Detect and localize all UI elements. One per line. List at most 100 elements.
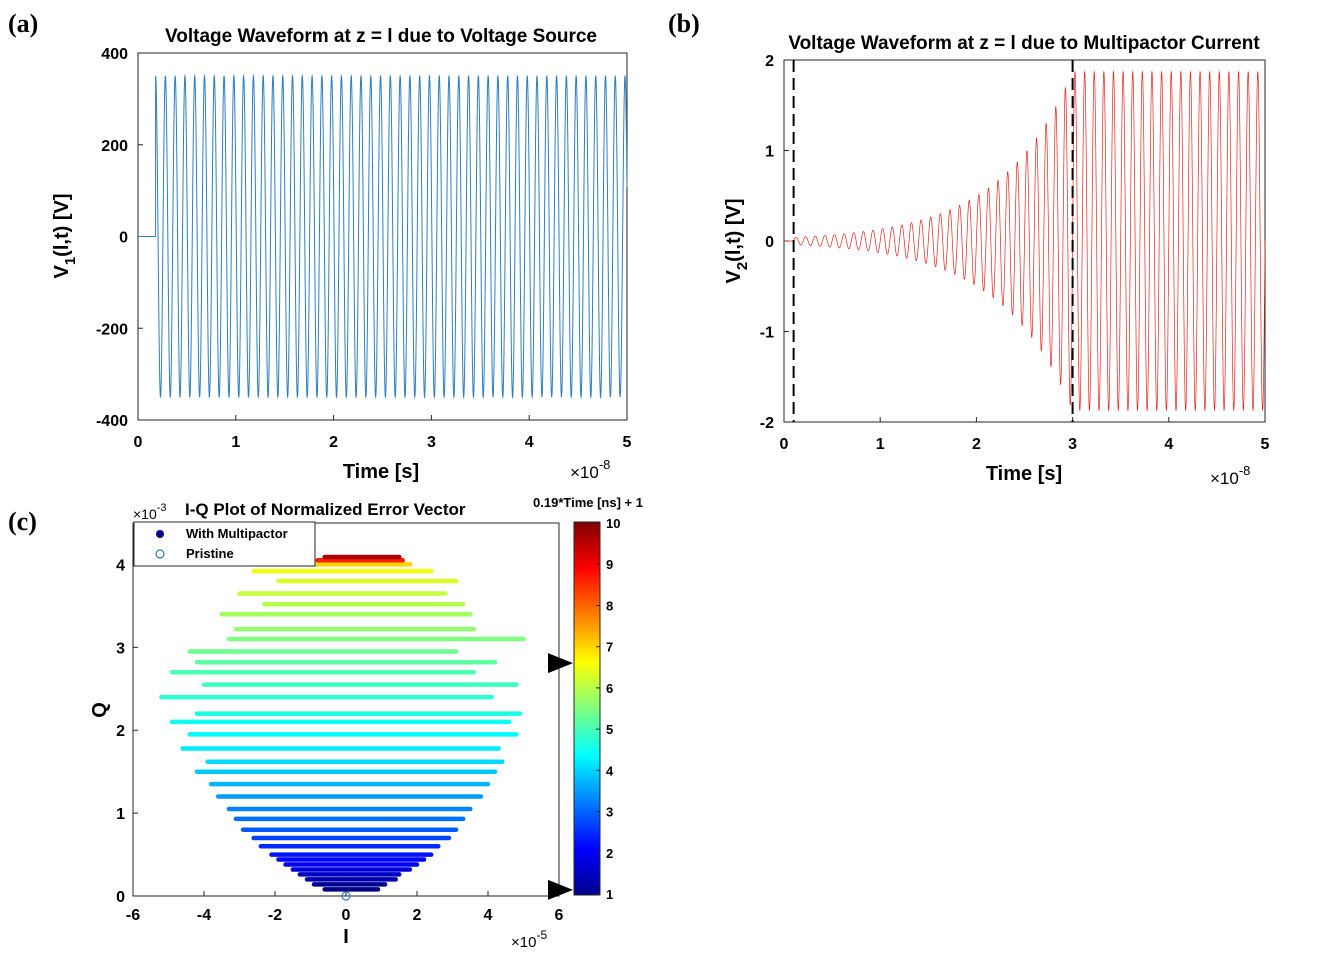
chart-a: Voltage Waveform at z = l due to Voltage… <box>51 26 632 483</box>
chart-b-ytick-1: -1 <box>760 325 774 342</box>
chart-b-xlabel: Time [s] <box>986 463 1062 485</box>
chart-c-xtick-2: -2 <box>268 907 282 924</box>
colorbar-tick-2: 3 <box>606 805 613 820</box>
chart-a-ylabel-rest: (l,t) [V] <box>51 194 73 257</box>
chart-c-plot-area <box>132 522 560 897</box>
chart-a-ytick-1: -200 <box>96 321 128 338</box>
chart-c-xlabel: I <box>343 926 349 948</box>
chart-c-scatter-traces <box>159 554 526 892</box>
chart-c-xtick-4: 2 <box>413 907 422 924</box>
chart-b-title: Voltage Waveform at z = l due to Multipa… <box>788 33 1260 54</box>
chart-a-ytick-0: -400 <box>96 413 128 430</box>
chart-b-ytick-2: 0 <box>765 234 774 251</box>
legend-label-with-multipactor: With Multipactor <box>186 526 288 541</box>
panel-label-b: (b) <box>668 9 700 38</box>
chart-b-ytick-3: 1 <box>765 144 774 161</box>
chart-b: Voltage Waveform at z = l due to Multipa… <box>723 33 1270 488</box>
chart-b-xtick-4: 4 <box>1164 436 1173 453</box>
chart-c-x-mult-base: ×10 <box>511 934 536 951</box>
chart-c: I-Q Plot of Normalized Error Vector ×10-… <box>89 495 643 951</box>
chart-c-ytick-0: 0 <box>116 889 125 906</box>
chart-a-ylabel-main: V <box>51 265 73 279</box>
chart-a-xtick-4: 4 <box>525 434 534 451</box>
colorbar-tick-labels: 1 2 3 4 5 6 7 8 9 10 <box>606 516 620 902</box>
chart-c-y-tick-labels: 0 1 2 3 4 <box>116 557 125 906</box>
chart-c-title: I-Q Plot of Normalized Error Vector <box>185 500 466 519</box>
chart-c-ylabel: Q <box>89 702 111 718</box>
chart-b-xtick-1: 1 <box>876 436 885 453</box>
chart-c-y-mult-exp: -3 <box>157 502 167 514</box>
chart-b-ylabel-main: V <box>723 270 745 284</box>
chart-b-xtick-3: 3 <box>1068 436 1077 453</box>
legend-label-pristine: Pristine <box>186 546 234 561</box>
chart-b-ylabel: V2(l,t) [V] <box>723 199 751 284</box>
chart-c-xtick-0: -6 <box>126 907 140 924</box>
panel-label-c: (c) <box>8 507 37 536</box>
chart-c-xtick-5: 4 <box>484 907 493 924</box>
colorbar-tick-1: 2 <box>606 846 613 861</box>
chart-c-xtick-6: 6 <box>555 907 564 924</box>
colorbar-tick-9: 10 <box>606 516 620 531</box>
chart-b-xtick-0: 0 <box>780 436 789 453</box>
chart-b-x-tick-labels: 0 1 2 3 4 5 <box>780 436 1270 453</box>
chart-b-xtick-2: 2 <box>972 436 981 453</box>
colorbar-tick-0: 1 <box>606 887 613 902</box>
colorbar-tick-8: 9 <box>606 557 613 572</box>
chart-a-ytick-2: 0 <box>119 230 128 247</box>
chart-b-ytick-0: -2 <box>760 415 774 432</box>
chart-c-x-multiplier: ×10-5 <box>511 928 547 951</box>
chart-b-x-multiplier: ×10-8 <box>1210 463 1250 488</box>
chart-a-x-multiplier: ×10-8 <box>570 457 610 482</box>
colorbar-title: 0.19*Time [ns] + 1 <box>533 495 643 510</box>
legend-marker-with-multipactor <box>156 530 164 538</box>
chart-a-xlabel: Time [s] <box>343 461 419 483</box>
chart-c-x-tick-labels: -6 -4 -2 0 2 4 6 <box>126 907 564 924</box>
chart-a-y-tick-labels: -400 -200 0 200 400 <box>96 46 128 430</box>
chart-c-xtick-1: -4 <box>197 907 211 924</box>
chart-c-x-mult-exp: -5 <box>536 928 547 942</box>
chart-a-ylabel-sub: 1 <box>62 257 79 265</box>
chart-c-ytick-1: 1 <box>116 806 125 823</box>
chart-a-ylabel: V1(l,t) [V] <box>51 194 79 279</box>
chart-c-y-mult-base: ×10 <box>133 506 157 522</box>
chart-c-ytick-4: 4 <box>116 557 125 574</box>
colorbar-tick-3: 4 <box>606 763 614 778</box>
chart-a-xtick-2: 2 <box>329 434 338 451</box>
chart-a-x-mult-exp: -8 <box>599 457 611 472</box>
panel-label-a: (a) <box>8 9 38 38</box>
chart-c-colorbar: 0.19*Time [ns] + 1 1 2 3 4 5 6 7 8 9 10 <box>533 495 643 902</box>
chart-b-ylabel-rest: (l,t) [V] <box>723 199 745 262</box>
chart-c-legend: With Multipactor Pristine <box>133 521 316 567</box>
colorbar-gradient <box>573 521 601 896</box>
colorbar-ticks <box>596 522 600 895</box>
chart-b-x-mult-base: ×10 <box>1210 469 1239 488</box>
legend-marker-pristine <box>155 549 165 559</box>
chart-a-xtick-3: 3 <box>427 434 436 451</box>
chart-b-ylabel-sub: 2 <box>734 262 751 270</box>
chart-b-x-mult-exp: -8 <box>1239 463 1251 478</box>
chart-c-legend-box <box>133 521 316 567</box>
chart-a-xtick-5: 5 <box>623 434 632 451</box>
chart-b-series-line <box>784 70 1266 412</box>
colorbar-tick-4: 5 <box>606 722 613 737</box>
chart-a-x-mult-base: ×10 <box>570 463 599 482</box>
chart-b-ytick-4: 2 <box>765 53 774 70</box>
chart-a-x-tick-labels: 0 1 2 3 4 5 <box>134 434 632 451</box>
chart-a-xtick-1: 1 <box>231 434 240 451</box>
chart-c-ytick-2: 2 <box>116 723 125 740</box>
colorbar-tick-7: 8 <box>606 598 613 613</box>
chart-b-xtick-5: 5 <box>1261 436 1270 453</box>
chart-c-xtick-3: 0 <box>342 907 351 924</box>
colorbar-marker-arrow-low <box>548 879 573 900</box>
chart-b-y-tick-labels: -2 -1 0 1 2 <box>760 53 774 432</box>
chart-a-title: Voltage Waveform at z = l due to Voltage… <box>165 26 597 47</box>
colorbar-tick-6: 7 <box>606 640 613 655</box>
colorbar-marker-arrow-high <box>548 653 573 674</box>
chart-a-ytick-4: 400 <box>101 46 128 63</box>
chart-c-y-multiplier: ×10-3 <box>133 502 167 522</box>
chart-c-pristine-point <box>341 891 351 901</box>
chart-a-xtick-0: 0 <box>134 434 143 451</box>
chart-a-ytick-3: 200 <box>101 138 128 155</box>
chart-c-ytick-3: 3 <box>116 640 125 657</box>
